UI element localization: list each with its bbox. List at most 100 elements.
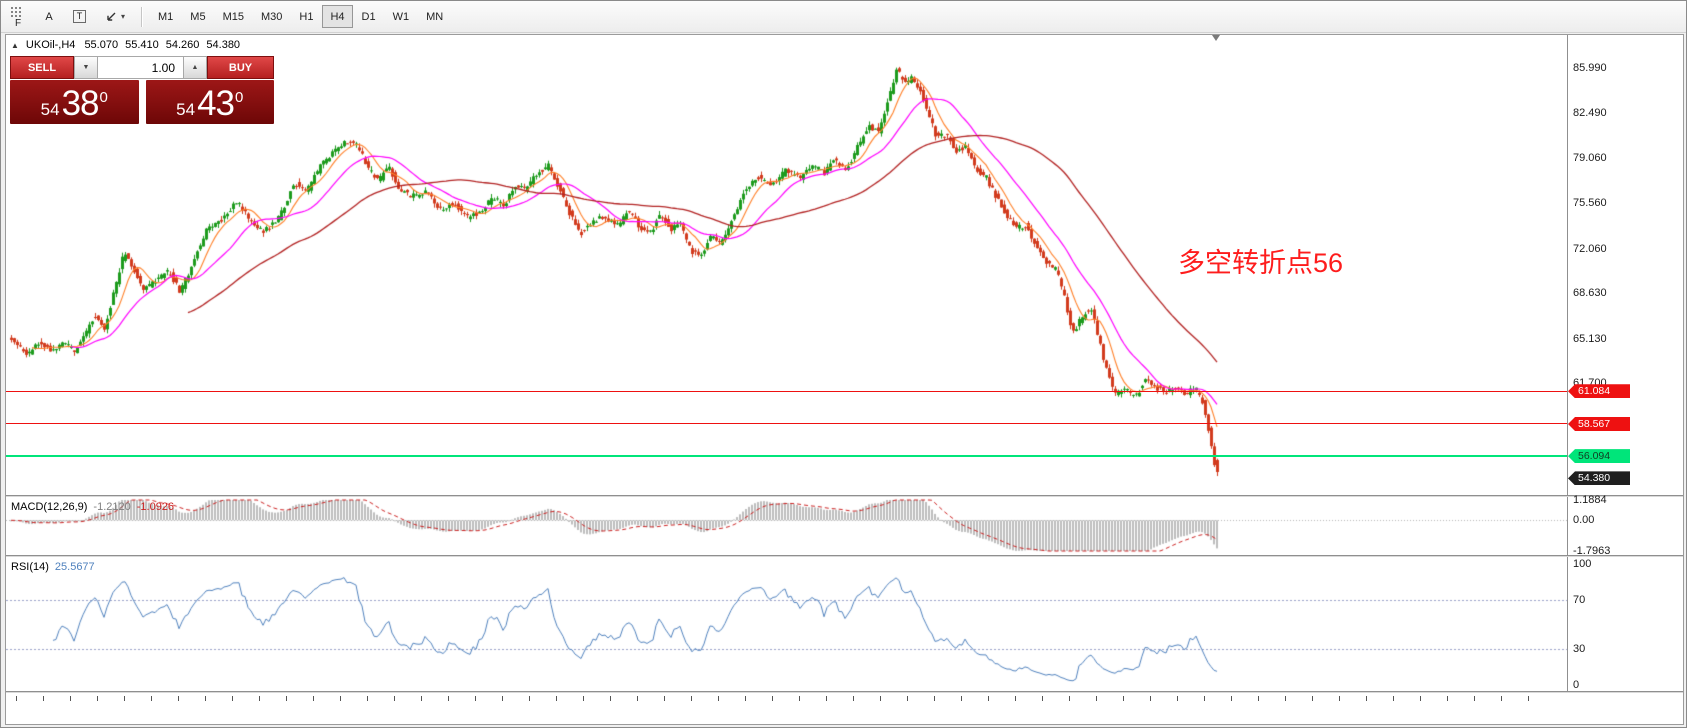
time-axis-tick <box>529 696 530 701</box>
time-axis-tick <box>826 696 827 701</box>
time-axis-tick <box>718 696 719 701</box>
textbox-tool-button[interactable]: T <box>65 5 94 28</box>
chart-annotation-text[interactable]: 多空转折点56 <box>1178 248 1344 278</box>
time-axis-tick <box>988 696 989 701</box>
level-price-tag: 56.094 <box>1568 449 1630 464</box>
horizontal-level-line[interactable] <box>6 455 1567 458</box>
time-axis-tick <box>313 696 314 701</box>
timeframe-button-m15[interactable]: M15 <box>222 10 244 23</box>
horizontal-level-line[interactable] <box>6 390 1567 392</box>
time-axis-tick <box>691 696 692 701</box>
arrow-tool-button[interactable]: ▾ <box>96 5 133 28</box>
price-axis-label: 75.560 <box>1573 197 1607 210</box>
macd-axis-label: 1.1884 <box>1573 494 1607 506</box>
time-axis-tick <box>1312 696 1313 701</box>
collapse-panel-arrow[interactable]: ▲ <box>11 40 19 50</box>
quote-line: ▲ UKOil-,H4 55.070 55.410 54.260 54.380 <box>11 39 240 51</box>
time-axis-tick <box>1204 696 1205 701</box>
time-axis-tick <box>475 696 476 701</box>
macd-name: MACD(12,26,9) <box>11 501 88 513</box>
price-axis-separator <box>1567 35 1568 692</box>
panel-separator[interactable] <box>6 691 1683 693</box>
time-axis-tick <box>232 696 233 701</box>
macd-axis-label: 0.00 <box>1573 514 1595 527</box>
time-axis-tick <box>1069 696 1070 701</box>
time-axis-tick <box>1474 696 1475 701</box>
toolbar: F A T ▾ M1 M5 M15 M30 H1 H4 D1 W1 MN <box>1 1 1686 33</box>
time-axis-tick <box>421 696 422 701</box>
time-axis-tick <box>637 696 638 701</box>
timeframe-button-m1[interactable]: M1 <box>158 10 174 23</box>
time-axis-tick <box>583 696 584 701</box>
macd-indicator-canvas[interactable] <box>6 497 1567 554</box>
timeframe-button-m5[interactable]: M5 <box>190 10 206 23</box>
time-axis-tick <box>205 696 206 701</box>
timeframe-button-m30[interactable]: M30 <box>260 10 283 23</box>
price-axis-label: 85.990 <box>1573 61 1607 74</box>
time-axis-tick <box>1177 696 1178 701</box>
drag-dots-icon <box>10 5 23 19</box>
sell-button[interactable]: SELL <box>10 56 74 79</box>
timeframe-group: M1 M5 M15 M30 H1 H4 D1 W1 MN <box>150 5 451 28</box>
level-price-tag: 61.084 <box>1568 384 1630 399</box>
time-axis-tick <box>664 696 665 701</box>
chart-overlay: 85.990 82.490 79.060 75.560 72.060 68.630 65.1… <box>6 35 1683 724</box>
panel-separator[interactable] <box>6 495 1683 497</box>
time-axis-tick <box>610 696 611 701</box>
ask-price-display[interactable]: 54 43 0 <box>145 80 274 124</box>
ask-integer-part: 54 <box>176 100 196 120</box>
ask-point-part: 0 <box>235 89 244 106</box>
timeframe-button-h1[interactable]: H1 <box>299 10 314 23</box>
horizontal-level-line[interactable] <box>6 423 1567 425</box>
price-axis-label: 65.130 <box>1573 332 1607 345</box>
time-axis-tick <box>1339 696 1340 701</box>
high-value: 55.410 <box>125 39 159 51</box>
one-click-trading-panel: SELL ▼ ▲ BUY 54 38 0 54 43 <box>10 56 274 124</box>
macd-main-value: -1.2120 <box>93 501 131 513</box>
volume-decrease-button[interactable]: ▼ <box>74 56 98 79</box>
symbol-period-label: UKOil-,H4 <box>25 39 76 51</box>
close-value: 54.380 <box>206 39 241 51</box>
time-axis-tick <box>259 696 260 701</box>
time-axis-tick <box>124 696 125 701</box>
time-axis-tick <box>853 696 854 701</box>
time-axis-tick <box>1096 696 1097 701</box>
volume-increase-button[interactable]: ▲ <box>183 56 207 79</box>
time-axis-tick <box>745 696 746 701</box>
timeframe-button-h4[interactable]: H4 <box>322 5 353 28</box>
price-axis-label: 68.630 <box>1573 287 1607 300</box>
rsi-indicator-canvas[interactable] <box>6 557 1567 691</box>
time-axis-tick <box>1528 696 1529 701</box>
time-axis[interactable] <box>6 693 1683 724</box>
chart-shift-marker <box>1212 35 1220 41</box>
timeframe-button-mn[interactable]: MN <box>426 10 444 23</box>
dropdown-caret-icon: ▾ <box>121 12 126 21</box>
time-axis-tick <box>1231 696 1232 701</box>
low-value: 54.260 <box>165 39 200 51</box>
timeframe-button-d1[interactable]: D1 <box>361 10 376 23</box>
current-price-tag: 54.380 <box>1568 471 1630 486</box>
time-axis-tick <box>961 696 962 701</box>
time-axis-tick <box>70 696 71 701</box>
timeframe-button-w1[interactable]: W1 <box>392 10 410 23</box>
price-axis-label: 82.490 <box>1573 107 1607 120</box>
rsi-label: RSI(14) 25.5677 <box>11 561 95 573</box>
text-tool-button[interactable]: A <box>35 5 63 28</box>
time-axis-tick <box>178 696 179 701</box>
panel-separator[interactable] <box>6 555 1683 557</box>
bid-price-display[interactable]: 54 38 0 <box>10 80 139 124</box>
time-axis-tick <box>1042 696 1043 701</box>
time-axis-tick <box>772 696 773 701</box>
buy-button[interactable]: BUY <box>207 56 274 79</box>
volume-input[interactable] <box>98 56 183 79</box>
rsi-name: RSI(14) <box>11 561 49 573</box>
time-axis-tick <box>1150 696 1151 701</box>
time-axis-tick <box>1123 696 1124 701</box>
toolbar-drag-handle[interactable]: F <box>7 3 33 31</box>
time-axis-tick <box>934 696 935 701</box>
time-axis-tick <box>97 696 98 701</box>
price-axis-label: 79.060 <box>1573 151 1607 164</box>
time-axis-tick <box>1501 696 1502 701</box>
time-axis-tick <box>799 696 800 701</box>
